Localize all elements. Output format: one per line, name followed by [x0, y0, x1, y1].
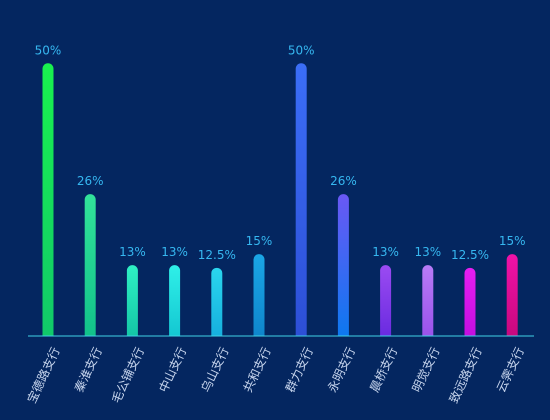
category-label-12: 云霁支行 — [494, 345, 527, 394]
bar-6 — [253, 254, 265, 336]
category-label-11: 致远路支行 — [446, 345, 485, 406]
value-label-12: 15% — [499, 234, 526, 248]
bar-11 — [464, 267, 476, 336]
value-label-6: 15% — [246, 234, 273, 248]
bar-2 — [84, 194, 96, 336]
value-label-3: 13% — [119, 245, 146, 259]
bar-7 — [295, 63, 307, 336]
category-label-4: 中山支行 — [155, 345, 189, 395]
value-label-5: 12.5% — [198, 248, 236, 262]
category-label-9: 晨桥支行 — [367, 345, 400, 394]
category-label-5: 乌山支行 — [198, 345, 232, 395]
value-label-7: 50% — [288, 43, 315, 57]
bar-8 — [337, 194, 349, 336]
value-label-1: 50% — [35, 43, 62, 57]
value-label-11: 12.5% — [451, 248, 489, 262]
category-label-7: 群力支行 — [283, 345, 316, 394]
bar-9 — [380, 265, 392, 336]
bar-3 — [126, 265, 138, 336]
category-label-1: 宝德路支行 — [24, 345, 63, 406]
value-label-10: 13% — [414, 245, 441, 259]
value-label-2: 26% — [77, 174, 104, 188]
value-labels-group: 50% 26% 13% 13% 12.5% 15% 50% 26% 13% 13% 12.5% 15% — [35, 43, 526, 262]
bar-12 — [506, 254, 518, 336]
category-label-3: 毛公铺支行 — [109, 345, 147, 405]
bar-1 — [42, 63, 54, 336]
category-label-8: 永明支行 — [325, 345, 358, 394]
bar-4 — [169, 265, 181, 336]
value-label-4: 13% — [161, 245, 188, 259]
category-label-10: 明觉支行 — [410, 345, 443, 394]
bars-group — [42, 63, 518, 336]
bar-10 — [422, 265, 434, 336]
value-label-8: 26% — [330, 174, 357, 188]
category-labels-group: 宝德路支行 秦淮支行 毛公铺支行 中山支行 乌山支行 共和支行 群力支行 永明支行 晨桥支行 明觉… — [24, 345, 527, 406]
category-label-2: 秦淮支行 — [72, 345, 105, 394]
category-label-6: 共和支行 — [241, 345, 274, 394]
value-label-9: 13% — [372, 245, 399, 259]
bar-5 — [211, 267, 223, 336]
